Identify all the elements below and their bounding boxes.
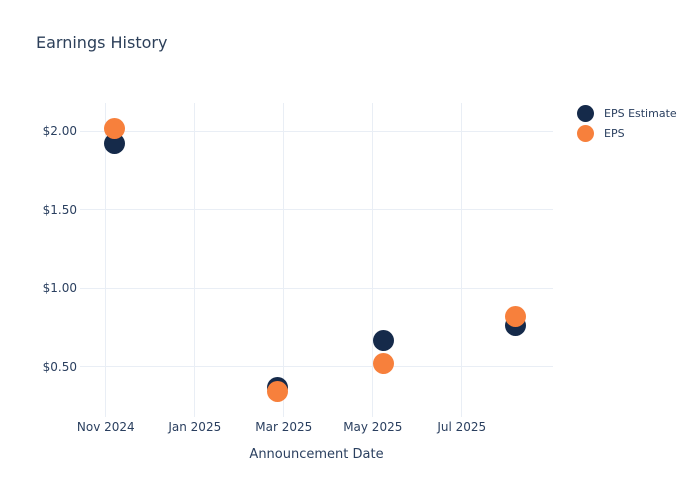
eps-estimate-marker-icon [577,104,594,122]
x-tick-label: May 2025 [343,420,403,434]
x-tick-label: Jan 2025 [168,420,222,434]
eps-point[interactable] [104,117,126,139]
legend: EPS Estimate EPS [577,103,677,143]
y-tick-label: $0.50 [42,359,77,374]
y-tick-label: $2.00 [42,124,77,139]
legend-item-eps[interactable]: EPS [577,123,677,143]
legend-label: EPS [604,126,625,140]
eps-marker-icon [577,124,594,142]
y-gridline [80,209,553,211]
eps-point[interactable] [504,306,526,328]
x-gridline [283,103,285,417]
y-tick-label: $1.50 [42,202,77,217]
x-tick-label: Mar 2025 [255,420,313,434]
x-gridline [461,103,463,417]
y-gridline [80,287,553,289]
eps-point[interactable] [266,381,288,403]
y-gridline [80,130,553,132]
legend-label: EPS Estimate [604,106,677,120]
x-gridline [105,103,107,417]
x-tick-label: Nov 2024 [76,420,135,434]
eps-point[interactable] [372,353,394,375]
legend-item-eps-estimate[interactable]: EPS Estimate [577,103,677,123]
x-gridline [194,103,196,417]
eps-estimate-point[interactable] [104,133,126,155]
y-gridline [80,366,553,368]
x-gridline [372,103,374,417]
y-tick-label: $1.00 [42,281,77,296]
eps-estimate-point[interactable] [372,329,394,351]
chart-title: Earnings History [36,33,168,52]
x-tick-label: Jul 2025 [437,420,487,434]
x-axis-title: Announcement Date [249,447,384,462]
